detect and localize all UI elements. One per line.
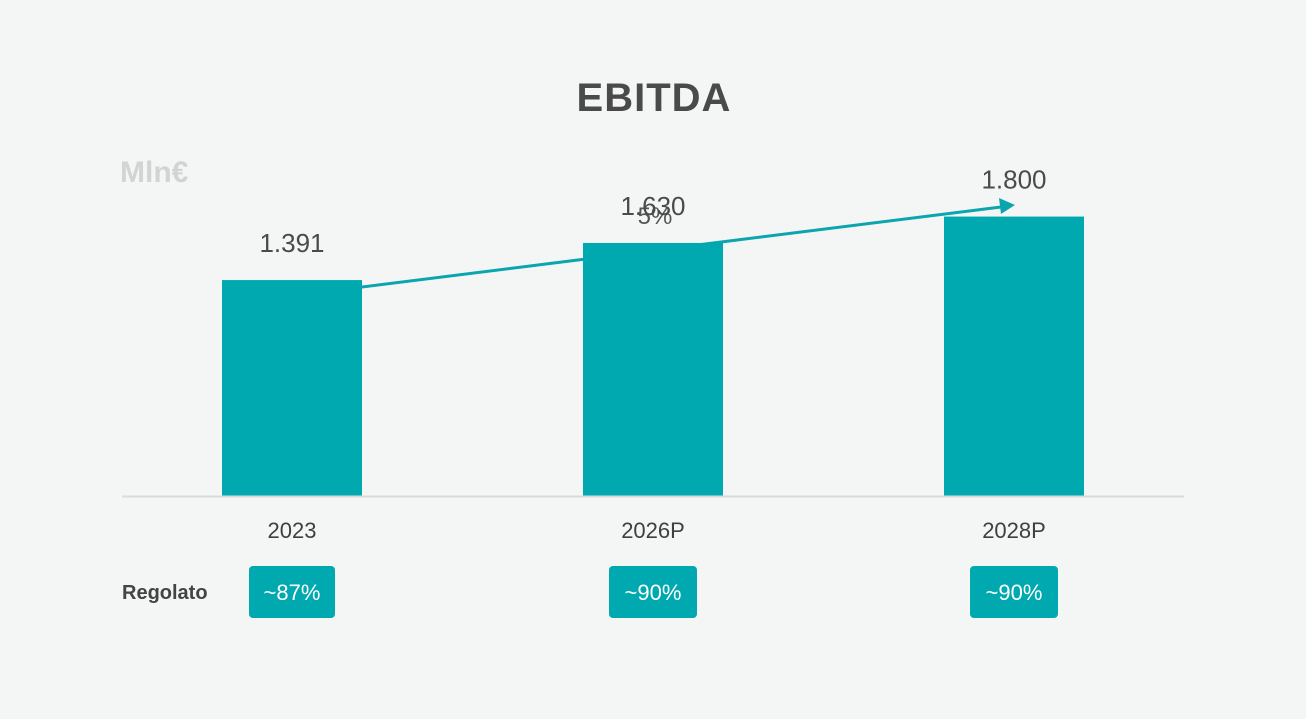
badge-text-2026p: ~90% [625,580,682,605]
x-tick-2026p: 2026P [621,518,685,543]
value-label-2023: 1.391 [259,228,324,258]
regolato-badges: ~87% ~90% ~90% [249,566,1058,618]
x-tick-labels: 2023 2026P 2028P [268,518,1046,543]
value-label-2028p: 1.800 [981,165,1046,195]
badge-text-2028p: ~90% [986,580,1043,605]
cagr-arrow-head [999,198,1015,214]
badge-text-2023: ~87% [264,580,321,605]
bar-2028p [944,216,1084,497]
unit-label: Mln€ [120,156,189,189]
badge-2023 [249,566,335,618]
bar-2026p [583,242,723,496]
row-label-regolato: Regolato [122,582,208,604]
x-tick-2023: 2023 [268,518,317,543]
bar-2023 [222,280,362,496]
value-label-2026p: 1.630 [620,191,685,221]
cagr-label: 5% [638,203,673,230]
bars [222,216,1084,497]
badge-2026p [609,566,697,618]
chart-title: EBITDA [577,76,732,120]
x-tick-2028p: 2028P [982,518,1046,543]
badge-2028p [970,566,1058,618]
value-labels: 1.391 1.630 1.800 [259,165,1046,258]
